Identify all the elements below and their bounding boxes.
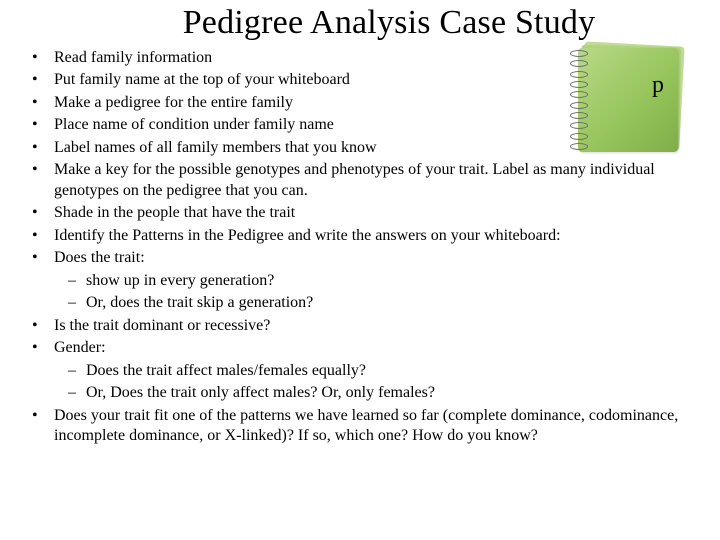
- list-item: Make a pedigree for the entire family: [24, 93, 696, 113]
- slide-title: Pedigree Analysis Case Study: [82, 4, 696, 42]
- sub-list: show up in every generation? Or, does th…: [54, 271, 696, 314]
- sub-list-item: Does the trait affect males/females equa…: [54, 361, 696, 381]
- list-item: Put family name at the top of your white…: [24, 70, 696, 90]
- bullet-text: Make a key for the possible genotypes an…: [54, 161, 655, 198]
- list-item: Make a key for the possible genotypes an…: [24, 160, 696, 201]
- list-item: Label names of all family members that y…: [24, 138, 696, 158]
- sub-bullet-text: Or, Does the trait only affect males? Or…: [86, 384, 435, 401]
- bullet-text: Put family name at the top of your white…: [54, 71, 350, 88]
- content-area: p Read family information Put family nam…: [24, 48, 696, 446]
- bullet-text: Does the trait:: [54, 249, 145, 266]
- bullet-text: Make a pedigree for the entire family: [54, 94, 293, 111]
- bullet-text: Shade in the people that have the trait: [54, 204, 295, 221]
- sub-bullet-text: Or, does the trait skip a generation?: [86, 294, 313, 311]
- list-item: Gender: Does the trait affect males/fema…: [24, 338, 696, 403]
- bullet-text: Label names of all family members that y…: [54, 139, 377, 156]
- sub-list-item: Or, does the trait skip a generation?: [54, 293, 696, 313]
- sub-bullet-text: Does the trait affect males/females equa…: [86, 362, 366, 379]
- list-item: Does the trait: show up in every generat…: [24, 248, 696, 313]
- bullet-list: Read family information Put family name …: [24, 48, 696, 446]
- list-item: Is the trait dominant or recessive?: [24, 316, 696, 336]
- bullet-text: Gender:: [54, 339, 106, 356]
- bullet-text: Is the trait dominant or recessive?: [54, 317, 270, 334]
- bullet-text: Place name of condition under family nam…: [54, 116, 334, 133]
- list-item: Place name of condition under family nam…: [24, 115, 696, 135]
- slide: Pedigree Analysis Case Study p Read fami…: [0, 0, 720, 540]
- list-item: Shade in the people that have the trait: [24, 203, 696, 223]
- sub-list-item: Or, Does the trait only affect males? Or…: [54, 383, 696, 403]
- bullet-text: Identify the Patterns in the Pedigree an…: [54, 227, 561, 244]
- sub-list: Does the trait affect males/females equa…: [54, 361, 696, 404]
- list-item: Does your trait fit one of the patterns …: [24, 406, 696, 447]
- bullet-text: Read family information: [54, 49, 212, 66]
- sub-bullet-text: show up in every generation?: [86, 272, 274, 289]
- list-item: Read family information: [24, 48, 696, 68]
- bullet-text: Does your trait fit one of the patterns …: [54, 407, 678, 444]
- sub-list-item: show up in every generation?: [54, 271, 696, 291]
- list-item: Identify the Patterns in the Pedigree an…: [24, 226, 696, 246]
